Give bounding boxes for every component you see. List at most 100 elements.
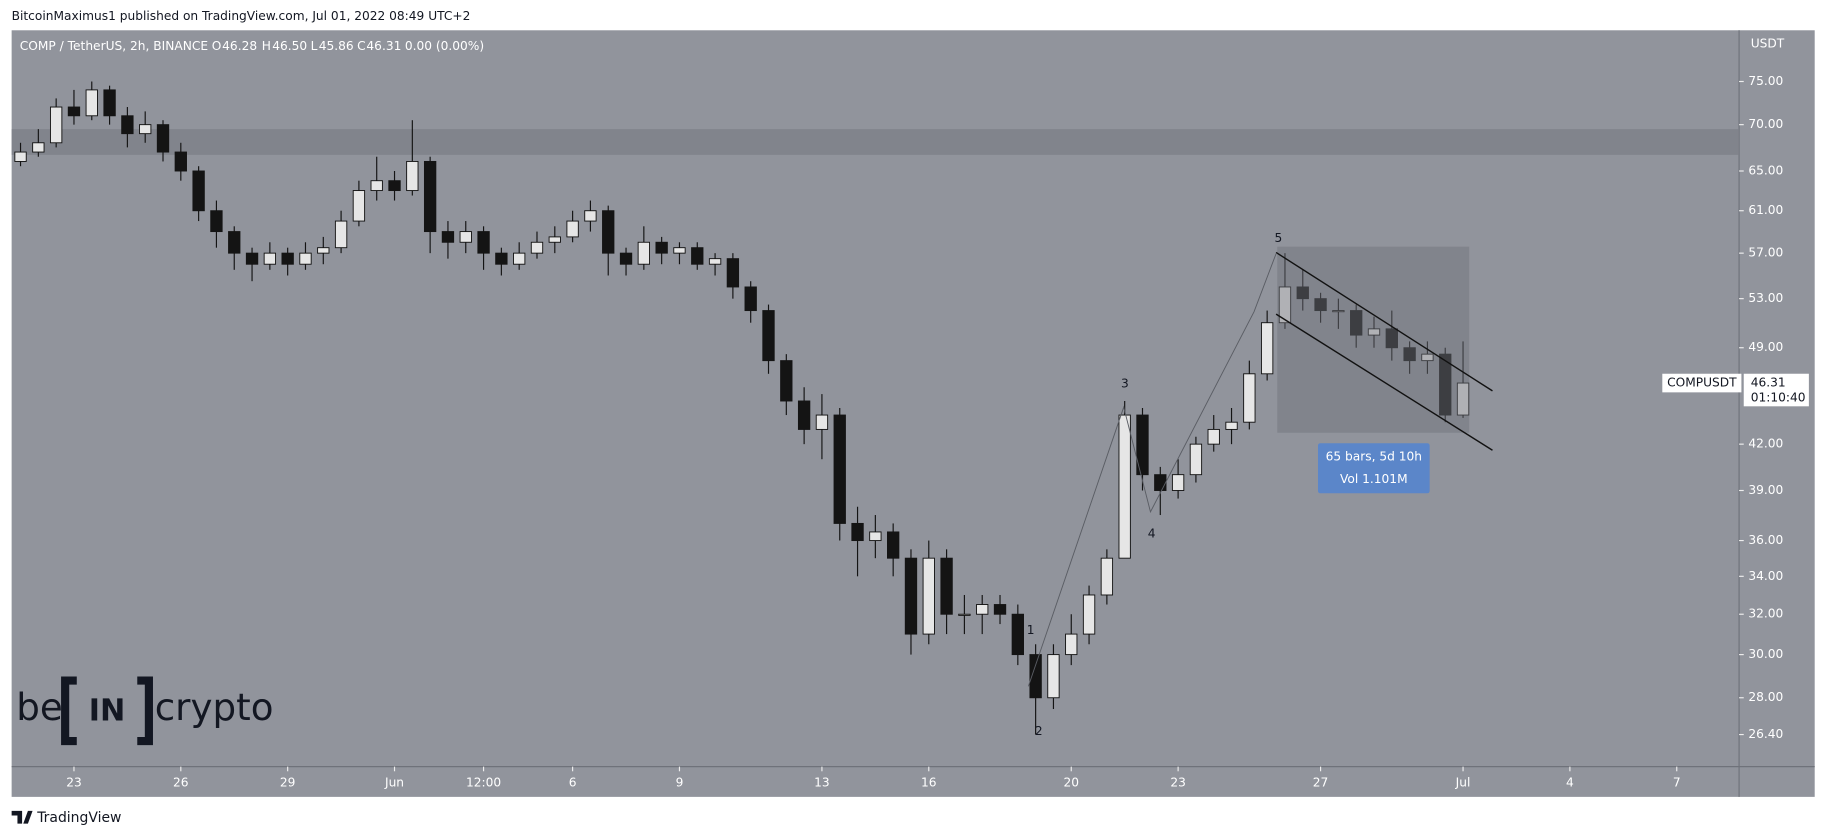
candle-body xyxy=(441,231,455,243)
price-tag: COMPUSDT 46.31 01:10:40 xyxy=(1662,373,1809,407)
logo-bracket xyxy=(61,676,153,746)
chart-panel xyxy=(11,30,1815,797)
channel-lower xyxy=(1275,313,1493,451)
legend-change: 0.00 (0.00%) xyxy=(405,39,484,53)
y-tick-label: 30.00 xyxy=(1748,647,1783,661)
x-tick-label: 27 xyxy=(1313,775,1329,789)
candle-body xyxy=(228,231,241,254)
range-label: Vol 1.101M xyxy=(1340,472,1408,486)
legend-key: O xyxy=(212,39,222,53)
candle-body xyxy=(334,220,348,249)
candle-body xyxy=(815,414,829,430)
candle-body xyxy=(619,252,633,265)
x-tick-label: 16 xyxy=(921,775,937,789)
candle-body xyxy=(103,89,116,117)
candle-body xyxy=(210,210,223,233)
y-tick-label: 57.00 xyxy=(1748,246,1783,260)
candle-body xyxy=(139,124,152,135)
candle-body xyxy=(1136,414,1149,476)
wave-line xyxy=(1027,253,1277,687)
y-tick-label: 42.00 xyxy=(1748,437,1783,451)
y-tick-label: 36.00 xyxy=(1748,533,1783,547)
legend-key: L xyxy=(311,39,318,53)
x-tick-label: 23 xyxy=(1170,775,1186,789)
candle-body xyxy=(548,236,561,243)
candle-body xyxy=(976,604,989,615)
candle-body xyxy=(833,414,846,524)
candle-body xyxy=(1456,382,1470,416)
y-tick-label: 65.00 xyxy=(1748,164,1783,178)
candle-body xyxy=(1082,594,1096,635)
candle-body xyxy=(887,531,900,559)
candle-body xyxy=(14,151,27,162)
candle-body xyxy=(797,400,811,430)
wave-label: 4 xyxy=(1148,526,1156,540)
candle-body xyxy=(370,180,383,192)
tv-icon xyxy=(11,810,33,824)
candle-body xyxy=(1100,557,1114,596)
x-tick-label: 6 xyxy=(569,775,577,789)
candle-body xyxy=(49,106,63,144)
candle-body xyxy=(1171,474,1185,491)
logo-text: crypto xyxy=(155,685,274,729)
y-tick-label: 39.00 xyxy=(1748,483,1783,497)
candle-body xyxy=(1189,443,1203,476)
channel-upper xyxy=(1275,251,1493,392)
range-label: 65 bars, 5d 10h xyxy=(1326,450,1422,464)
legend: COMP / TetherUS, 2h, BINANCE O 46.28 H 4… xyxy=(20,39,484,53)
candle-body xyxy=(121,115,134,135)
logo-text: IN xyxy=(89,693,126,728)
x-tick-label: 12:00 xyxy=(466,775,501,789)
legend-value: 46.50 xyxy=(272,39,307,53)
x-tick-label: 26 xyxy=(173,775,189,789)
tag-name-box xyxy=(1662,373,1742,393)
logo-text: be xyxy=(16,685,63,729)
candle-body xyxy=(1367,328,1381,336)
legend-value: 46.31 xyxy=(366,39,401,53)
publish-header: BitcoinMaximus1 published on TradingView… xyxy=(12,9,471,23)
candle-body xyxy=(1421,353,1434,362)
x-tick-label: 29 xyxy=(280,775,296,789)
legend-key: H xyxy=(262,39,271,53)
candle-body xyxy=(1154,474,1167,491)
y-axis-label: USDT xyxy=(1751,37,1785,51)
candle-body xyxy=(602,210,615,254)
x-tick-label: Jul xyxy=(1455,775,1471,789)
candle-body xyxy=(281,252,294,265)
x-tick-label: 23 xyxy=(66,775,82,789)
candle-body xyxy=(245,252,259,265)
y-tick-label: 53.00 xyxy=(1748,291,1783,305)
candle-body xyxy=(406,160,419,192)
candle-body xyxy=(352,190,366,222)
candle-body xyxy=(1278,286,1292,324)
candle-body xyxy=(1118,414,1131,559)
y-tick-label: 61.00 xyxy=(1748,203,1783,217)
last-price: 46.31 xyxy=(1751,376,1786,390)
range-label-box xyxy=(1317,443,1430,494)
candle-body xyxy=(851,522,864,542)
candle-body xyxy=(1065,633,1078,656)
wave-label: 5 xyxy=(1275,231,1283,245)
candle-body xyxy=(993,604,1007,615)
candle-body xyxy=(744,286,757,312)
candle-body xyxy=(1314,298,1327,312)
y-tick-label: 49.00 xyxy=(1748,340,1783,354)
countdown: 01:10:40 xyxy=(1751,391,1806,405)
candle-body xyxy=(459,231,472,243)
candle-body xyxy=(477,231,490,254)
candle-body xyxy=(530,241,544,254)
candle-body xyxy=(762,310,775,362)
x-tick-label: 4 xyxy=(1566,775,1574,789)
candle-body xyxy=(1225,421,1238,430)
x-tick-label: 20 xyxy=(1063,775,1079,789)
candle-body xyxy=(85,89,98,117)
candle-body xyxy=(584,210,597,222)
date-range-box xyxy=(1277,246,1470,433)
candle-body xyxy=(32,142,45,153)
y-tick-label: 34.00 xyxy=(1748,569,1783,583)
footer-text: TradingView xyxy=(36,810,121,826)
legend-key: C xyxy=(357,39,366,53)
y-tick-label: 32.00 xyxy=(1748,607,1783,621)
candle-body xyxy=(1011,613,1024,656)
